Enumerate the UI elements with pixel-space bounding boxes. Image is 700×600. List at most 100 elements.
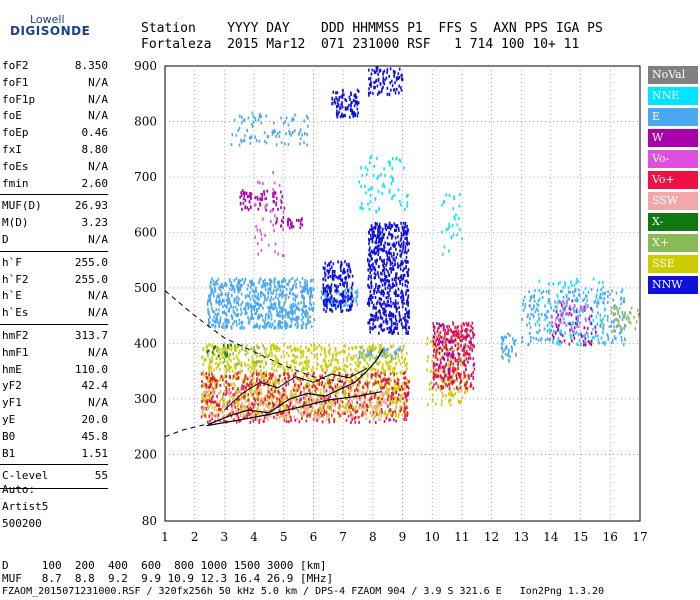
data-point [402, 233, 405, 237]
data-point [303, 373, 306, 377]
data-point [370, 313, 372, 317]
data-point [249, 420, 252, 424]
data-point [401, 348, 404, 352]
data-point [609, 292, 611, 296]
data-point [331, 359, 333, 363]
data-point [343, 382, 345, 386]
data-point [341, 279, 344, 283]
data-point [404, 225, 407, 229]
data-point [404, 371, 406, 375]
data-point [338, 274, 340, 278]
logo-lowell: Lowell [30, 13, 65, 26]
data-point [339, 376, 341, 380]
data-point [385, 275, 387, 279]
data-point [398, 84, 400, 88]
data-point [364, 405, 366, 409]
data-point [378, 395, 381, 399]
data-point [537, 299, 540, 303]
data-point [449, 376, 451, 380]
data-point [378, 331, 380, 335]
data-point [252, 282, 254, 286]
data-point [251, 402, 253, 406]
data-point [504, 352, 507, 356]
data-point [211, 412, 213, 415]
data-point [280, 398, 282, 402]
data-point [224, 405, 227, 409]
data-point [281, 321, 283, 325]
data-point [437, 334, 440, 337]
data-point [226, 402, 229, 406]
data-point [247, 363, 249, 367]
data-point [317, 400, 320, 403]
data-point [206, 345, 209, 349]
data-point [235, 297, 238, 301]
data-point [365, 392, 368, 396]
data-point [308, 348, 311, 352]
data-point [432, 375, 435, 379]
data-point [260, 391, 262, 395]
data-point [334, 299, 336, 303]
data-point [293, 347, 295, 351]
data-point [444, 380, 446, 384]
data-point [435, 352, 437, 356]
data-point [232, 402, 235, 406]
data-point [285, 380, 287, 384]
data-point [340, 306, 342, 310]
data-point [333, 303, 335, 307]
data-point [404, 393, 407, 396]
data-point [270, 348, 273, 352]
data-point [251, 307, 253, 311]
data-point [220, 284, 223, 288]
data-point [306, 359, 308, 363]
data-point [299, 385, 301, 389]
data-point [560, 301, 563, 305]
data-point [359, 352, 361, 356]
data-point [369, 346, 372, 350]
data-point [278, 380, 281, 384]
data-point [407, 301, 409, 305]
data-point [251, 314, 254, 318]
data-point [237, 395, 239, 399]
data-point [395, 387, 398, 391]
data-point [321, 420, 324, 424]
data-point [278, 402, 281, 406]
data-point [343, 93, 345, 97]
data-point [340, 310, 343, 314]
data-point [368, 93, 370, 97]
data-point [322, 368, 324, 372]
data-point [573, 289, 576, 293]
data-point [383, 392, 385, 396]
data-point [436, 330, 439, 334]
data-point [344, 106, 347, 110]
data-point [262, 397, 264, 401]
data-point [432, 366, 435, 370]
data-point [406, 251, 408, 255]
data-point [355, 95, 358, 99]
data-point [201, 380, 203, 383]
data-point [404, 245, 407, 249]
data-point [270, 313, 273, 317]
data-point [265, 374, 267, 377]
param-row: h`Es N/A [2, 306, 108, 323]
data-point [244, 312, 247, 316]
data-point [290, 399, 292, 403]
data-point [396, 262, 399, 266]
data-point [322, 387, 325, 391]
data-point [369, 91, 372, 95]
data-point [368, 83, 371, 87]
data-point [236, 323, 238, 327]
data-point [279, 321, 282, 325]
data-point [380, 90, 383, 93]
data-point [374, 379, 376, 383]
data-point [433, 335, 436, 339]
data-point [374, 252, 376, 256]
data-point [406, 411, 409, 415]
data-point [327, 396, 329, 400]
data-point [280, 414, 283, 418]
data-point [290, 390, 293, 394]
data-point [279, 374, 282, 378]
data-point [470, 384, 473, 387]
data-point [227, 295, 229, 299]
data-point [236, 356, 239, 360]
data-point [289, 131, 291, 135]
